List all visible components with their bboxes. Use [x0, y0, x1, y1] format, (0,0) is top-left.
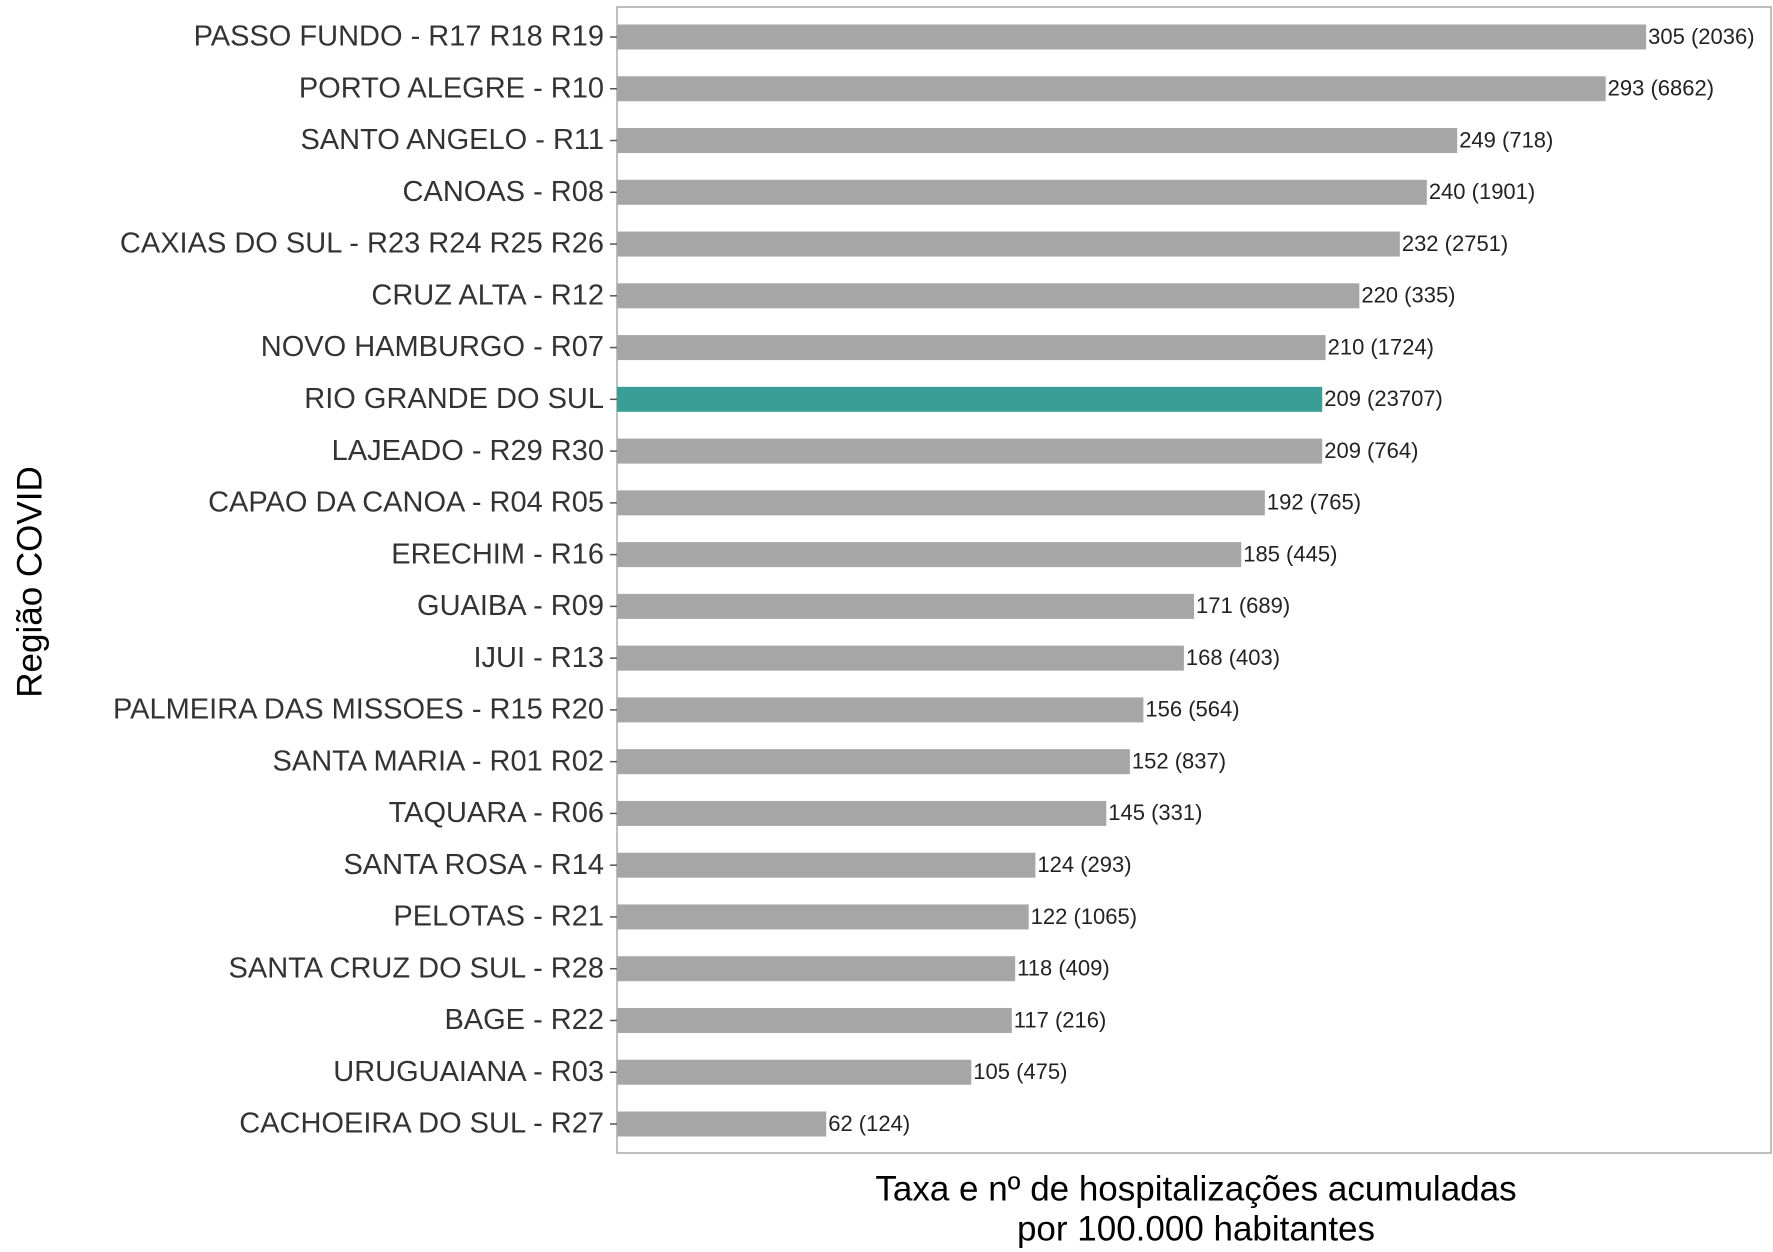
bar — [617, 1007, 1012, 1033]
bar — [617, 179, 1427, 205]
bar — [617, 749, 1130, 775]
value-label: 117 (216) — [1014, 1007, 1107, 1032]
x-axis-title: Taxa e nº de hospitalizações acumuladas — [875, 1169, 1516, 1208]
value-label: 192 (765) — [1267, 490, 1361, 515]
y-axis-title: Região COVID — [10, 466, 49, 697]
y-tick-label: SANTA CRUZ DO SUL - R28 — [229, 952, 604, 984]
bar — [617, 1111, 827, 1137]
value-label: 118 (409) — [1017, 956, 1110, 981]
bar — [617, 438, 1323, 464]
value-label: 156 (564) — [1145, 697, 1239, 722]
bar — [617, 956, 1016, 982]
y-tick-label: TAQUARA - R06 — [389, 797, 604, 829]
value-label: 168 (403) — [1186, 645, 1280, 670]
y-tick-label: CRUZ ALTA - R12 — [371, 279, 604, 311]
y-tick-label: CACHOEIRA DO SUL - R27 — [239, 1108, 604, 1140]
value-label: 152 (837) — [1132, 748, 1226, 773]
y-tick-label: LAJEADO - R29 R30 — [332, 435, 604, 467]
bar — [617, 852, 1036, 878]
bar — [617, 335, 1326, 361]
bar — [617, 128, 1458, 154]
y-tick-label: PELOTAS - R21 — [393, 901, 604, 933]
y-tick-label: PASSO FUNDO - R17 R18 R19 — [194, 21, 604, 53]
value-label: 209 (23707) — [1324, 386, 1443, 411]
y-tick-label: PORTO ALEGRE - R10 — [299, 72, 604, 104]
y-tick-label: URUGUAIANA - R03 — [333, 1056, 604, 1088]
bar — [617, 490, 1265, 516]
y-tick-label: NOVO HAMBURGO - R07 — [261, 331, 604, 363]
value-label: 171 (689) — [1196, 593, 1290, 618]
y-tick-label: IJUI - R13 — [473, 642, 604, 674]
y-tick-label: SANTA MARIA - R01 R02 — [273, 745, 604, 777]
value-label: 293 (6862) — [1608, 76, 1714, 101]
bar — [617, 283, 1360, 309]
bar — [617, 231, 1400, 257]
value-label: 249 (718) — [1459, 127, 1553, 152]
bar — [617, 697, 1144, 723]
value-label: 210 (1724) — [1328, 334, 1434, 359]
bar — [617, 386, 1323, 412]
y-tick-label: ERECHIM - R16 — [391, 538, 604, 570]
value-label: 209 (764) — [1324, 438, 1418, 463]
bar — [617, 904, 1029, 930]
y-tick-label: BAGE - R22 — [444, 1004, 604, 1036]
value-label: 145 (331) — [1108, 800, 1202, 825]
y-tick-label: CAPAO DA CANOA - R04 R05 — [208, 487, 604, 519]
bar — [617, 542, 1242, 568]
bar — [617, 1059, 972, 1085]
x-axis-title: por 100.000 habitantes — [1017, 1209, 1375, 1248]
y-tick-label: PALMEIRA DAS MISSOES - R15 R20 — [113, 694, 604, 726]
value-label: 305 (2036) — [1648, 24, 1754, 49]
y-tick-label: CANOAS - R08 — [403, 176, 604, 208]
y-tick-label: GUAIBA - R09 — [417, 590, 604, 622]
y-tick-label: SANTA ROSA - R14 — [343, 849, 604, 881]
value-label: 122 (1065) — [1031, 904, 1137, 929]
value-label: 105 (475) — [973, 1059, 1067, 1084]
bar — [617, 24, 1647, 50]
value-label: 124 (293) — [1037, 852, 1131, 877]
value-label: 232 (2751) — [1402, 231, 1508, 256]
value-label: 220 (335) — [1361, 283, 1455, 308]
bar — [617, 76, 1606, 102]
value-label: 62 (124) — [828, 1111, 910, 1136]
bar — [617, 645, 1184, 671]
value-label: 240 (1901) — [1429, 179, 1535, 204]
plot-border — [616, 6, 1772, 1154]
bar — [617, 800, 1107, 826]
y-tick-label: RIO GRANDE DO SUL — [304, 383, 604, 415]
bar — [617, 593, 1194, 619]
value-label: 185 (445) — [1243, 541, 1337, 566]
y-tick-label: SANTO ANGELO - R11 — [300, 124, 604, 156]
y-tick-label: CAXIAS DO SUL - R23 R24 R25 R26 — [120, 228, 604, 260]
